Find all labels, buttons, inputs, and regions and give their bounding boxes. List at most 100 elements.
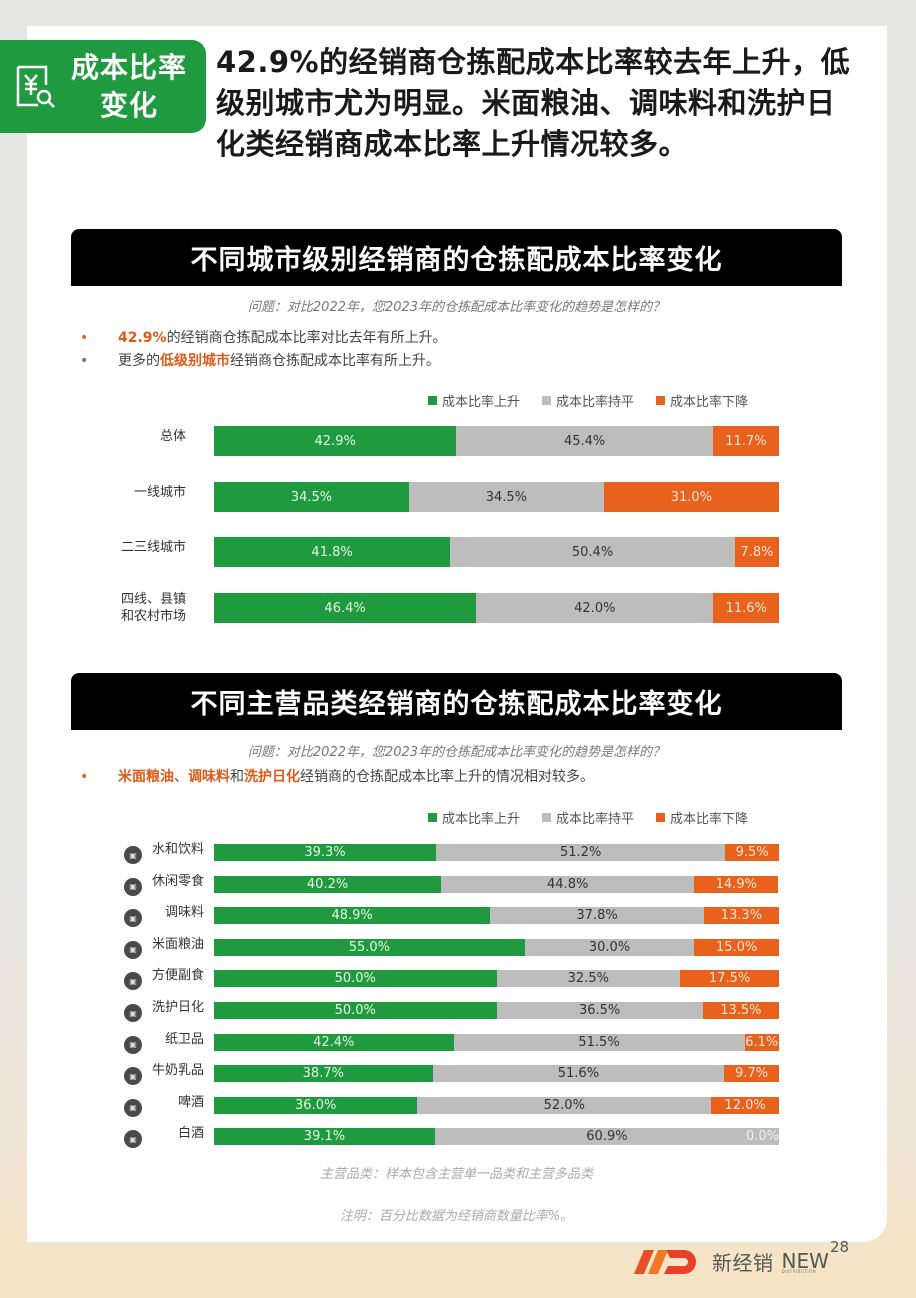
stacked-bar: 50.0% 36.5% 13.5%	[214, 1002, 779, 1019]
bar-segment-up: 39.1%	[214, 1128, 435, 1146]
bar-segment-flat: 50.4%	[450, 537, 735, 567]
bullet-sep: 和	[230, 769, 244, 785]
bar-segment-up: 46.4%	[214, 593, 477, 623]
bar-segment-down: 15.0%	[694, 938, 779, 956]
headline-line-3: 化类经销商成本比率上升情况较多。	[216, 127, 689, 161]
city-chart-row: 四线、县镇 和农村市场 46.4% 42.0% 11.6%	[100, 592, 790, 624]
row-label: 调味料	[164, 905, 204, 921]
bullet-highlight: 低级别城市	[160, 353, 230, 369]
headline-line-1: 42.9%的经销商仓拣配成本比率较去年上升，低	[216, 45, 851, 79]
section2-bullets: • 米面粮油、调味料和洗护日化经销商的仓拣配成本比率上升的情况相对较多。	[80, 766, 594, 789]
page-number: 28	[830, 1238, 850, 1256]
bullet-text: 经销商的仓拣配成本比率上升的情况相对较多。	[300, 769, 594, 785]
bar-segment-up: 41.8%	[214, 537, 451, 567]
category-chart-row: ▣ 洗护日化 50.0% 36.5% 13.5%	[120, 1000, 790, 1022]
bar-segment-up: 34.5%	[214, 482, 409, 512]
badge-line-1: 成本比率	[70, 50, 187, 84]
city-chart-row: 二三线城市 41.8% 50.4% 7.8%	[100, 537, 790, 567]
bar-segment-up: 50.0%	[214, 970, 497, 988]
bullet-text: 的经销商仓拣配成本比率对比去年有所上升。	[166, 330, 447, 346]
legend-swatch-orange	[656, 396, 666, 405]
legend-flat: 成本比率持平	[542, 391, 634, 410]
row-label: 二三线城市	[100, 539, 186, 556]
headline-line-2: 级别城市尤为明显。米面粮油、调味料和洗护日	[216, 86, 836, 120]
bullet-highlight: 米面粮油	[118, 769, 174, 785]
bullet-text: 经销商仓拣配成本比率有所上升。	[230, 353, 440, 369]
legend-label: 成本比率上升	[442, 812, 521, 827]
section2-question: 问题：对比2022年，您2023年的仓拣配成本比率变化的趋势是怎样的？	[247, 745, 666, 760]
bar-segment-down: 11.7%	[712, 426, 779, 456]
bar-segment-up: 38.7%	[214, 1065, 433, 1083]
stacked-bar: 39.1%60.9%0.0%	[214, 1128, 779, 1146]
bar-segment-flat: 51.2%	[436, 844, 726, 861]
logo-text-en: NEW DISTRIBUTION	[781, 1249, 829, 1274]
bar-segment-up: 42.4%	[214, 1033, 454, 1051]
liquor-icon: ▣	[124, 1130, 142, 1149]
row-label: 洗护日化	[151, 1000, 204, 1015]
bar-segment-up: 36.0%	[214, 1096, 418, 1114]
snack-icon: ▣	[124, 877, 142, 896]
chart1-legend: 成本比率上升 成本比率持平 成本比率下降	[428, 391, 748, 410]
section-title-city: 不同城市级别经销商的仓拣配成本比率变化	[71, 229, 842, 286]
seasoning-icon: ▣	[124, 909, 142, 928]
category-chart-row: ▣ 白酒 39.1%60.9%0.0%	[120, 1126, 790, 1149]
tissue-icon: ▣	[124, 1035, 142, 1054]
bullet-highlight: 42.9%	[118, 330, 167, 346]
personal-care-icon: ▣	[124, 1004, 142, 1022]
stacked-bar: 41.8% 50.4% 7.8%	[214, 537, 779, 567]
city-chart-row: 一线城市 34.5% 34.5% 31.0%	[100, 482, 790, 512]
row-label: 纸卫品	[164, 1031, 204, 1047]
row-label: 一线城市	[100, 484, 186, 501]
chart2-legend: 成本比率上升 成本比率持平 成本比率下降	[428, 808, 748, 827]
row-label: 米面粮油	[151, 936, 204, 952]
row-label: 啤酒	[177, 1094, 204, 1110]
bar-segment-down: 6.1%	[744, 1033, 779, 1051]
legend-swatch-gray	[542, 396, 552, 405]
stacked-bar: 42.9% 45.4% 11.7%	[214, 426, 779, 456]
bar-segment-down: 14.9%	[694, 875, 779, 893]
legend-swatch-orange	[656, 813, 666, 822]
badge-title: 成本比率 变化	[66, 49, 192, 125]
category-chart-row: ▣ 纸卫品 42.4% 51.5% 6.1%	[120, 1032, 790, 1054]
legend-flat: 成本比率持平	[542, 808, 634, 827]
bar-segment-down: 12.0%	[711, 1096, 779, 1114]
stacked-bar: 36.0% 52.0% 12.0%	[214, 1096, 779, 1114]
bar-segment-up: 55.0%	[214, 938, 525, 956]
stacked-bar: 39.3% 51.2% 9.5%	[214, 844, 779, 861]
legend-label: 成本比率下降	[670, 395, 749, 410]
yuan-search-icon	[16, 65, 55, 108]
grain-oil-icon: ▣	[124, 940, 142, 959]
logo-sub: DISTRIBUTION	[781, 1269, 817, 1274]
brand-logo: 新经销 NEW DISTRIBUTION	[632, 1246, 829, 1276]
beverage-icon: ▣	[124, 846, 142, 864]
stacked-bar: 38.7% 51.6% 9.7%	[214, 1065, 779, 1083]
category-chart-row: ▣ 休闲零食 40.2% 44.8% 14.9%	[120, 874, 790, 896]
legend-up: 成本比率上升	[428, 391, 520, 410]
bar-segment-down: 13.5%	[702, 1002, 779, 1019]
stacked-bar: 34.5% 34.5% 31.0%	[214, 482, 779, 512]
logo-new: NEW	[781, 1249, 829, 1273]
bar-segment-flat: 45.4%	[456, 426, 713, 456]
badge-line-2: 变化	[99, 88, 158, 122]
bar-segment-down: 9.5%	[725, 844, 779, 861]
category-chart-row: ▣ 调味料 48.9% 37.8% 13.3%	[120, 905, 790, 928]
bar-segment-flat: 34.5%	[408, 482, 604, 512]
row-label-line: 二三线城市	[120, 539, 186, 555]
bullet-item: • 更多的低级别城市经销商仓拣配成本比率有所上升。	[80, 350, 447, 373]
bar-segment-flat: 36.5%	[496, 1002, 703, 1019]
bar-segment-flat: 42.0%	[476, 593, 714, 623]
row-label: 方便副食	[151, 968, 204, 984]
legend-swatch-gray	[542, 813, 552, 822]
category-chart-row: ▣ 啤酒 36.0% 52.0% 12.0%	[120, 1095, 790, 1117]
bar-segment-flat: 51.5%	[453, 1033, 745, 1051]
bar-segment-flat: 51.6%	[432, 1065, 725, 1083]
bullet-item: • 42.9%的经销商仓拣配成本比率对比去年有所上升。	[80, 327, 447, 350]
section1-question: 问题：对比2022年，您2023年的仓拣配成本比率变化的趋势是怎样的？	[247, 300, 666, 315]
section-title-category: 不同主营品类经销商的仓拣配成本比率变化	[71, 673, 842, 730]
legend-label: 成本比率持平	[556, 812, 635, 827]
bar-segment-flat: 32.5%	[496, 970, 681, 988]
beer-icon: ▣	[124, 1098, 142, 1117]
row-label-line: 和农村市场	[120, 609, 186, 624]
bar-segment-flat: 30.0%	[524, 938, 695, 956]
bar-segment-up: 48.9%	[214, 907, 491, 925]
